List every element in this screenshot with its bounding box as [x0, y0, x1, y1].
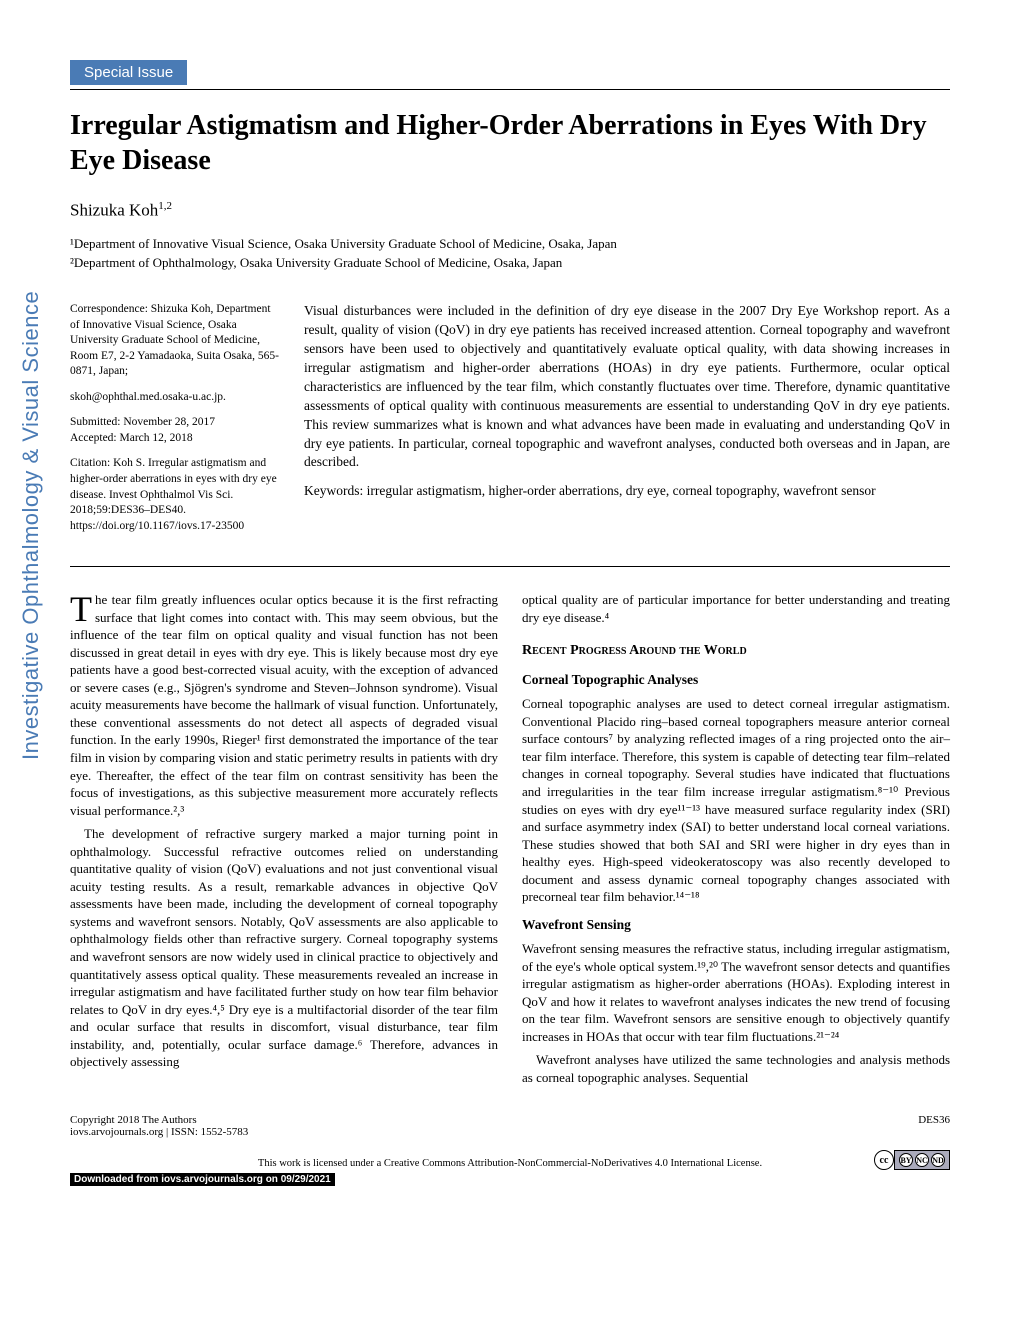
abstract-text: Visual disturbances were included in the…: [304, 302, 950, 472]
dropcap: T: [70, 591, 95, 625]
cc-terms-icon: BY NC ND: [894, 1150, 950, 1170]
download-note: Downloaded from iovs.arvojournals.org on…: [70, 1169, 950, 1187]
section-heading-1: Recent Progress Around the World: [522, 642, 950, 661]
author-sup: 1,2: [158, 200, 172, 212]
cc-badge: cc BY NC ND: [874, 1150, 950, 1170]
body-p5: Wavefront analyses have utilized the sam…: [522, 1051, 950, 1086]
body-columns: The tear film greatly influences ocular …: [70, 591, 950, 1086]
issn: iovs.arvojournals.org | ISSN: 1552-5783: [70, 1126, 248, 1138]
body-p3: Corneal topographic analyses are used to…: [522, 695, 950, 906]
cc-icon: cc: [874, 1150, 894, 1170]
article-title: Irregular Astigmatism and Higher-Order A…: [70, 108, 950, 178]
author-name: Shizuka Koh: [70, 201, 158, 220]
copyright: Copyright 2018 The Authors: [70, 1114, 248, 1126]
page-number: DES36: [918, 1114, 950, 1138]
subsection-heading-1: Corneal Topographic Analyses: [522, 671, 950, 689]
license-text: This work is licensed under a Creative C…: [258, 1158, 762, 1169]
nd-icon: ND: [931, 1153, 945, 1167]
body-p1-text: he tear film greatly influences ocular o…: [70, 592, 498, 818]
accepted-date: Accepted: March 12, 2018: [70, 432, 193, 444]
affiliation-2: ²Department of Ophthalmology, Osaka Univ…: [70, 254, 950, 273]
body-p1: The tear film greatly influences ocular …: [70, 591, 498, 819]
meta-row: Correspondence: Shizuka Koh, Department …: [70, 302, 950, 567]
meta-left: Correspondence: Shizuka Koh, Department …: [70, 302, 280, 544]
section-label: Special Issue: [70, 60, 187, 85]
journal-sidebar: Investigative Ophthalmology & Visual Sci…: [18, 291, 44, 760]
download-text: Downloaded from iovs.arvojournals.org on…: [70, 1173, 335, 1186]
page-footer: Copyright 2018 The Authors iovs.arvojour…: [70, 1114, 950, 1138]
body-p4: Wavefront sensing measures the refractiv…: [522, 940, 950, 1045]
header-rule: [70, 89, 950, 90]
nc-icon: NC: [915, 1153, 929, 1167]
citation: Citation: Koh S. Irregular astigmatism a…: [70, 456, 280, 534]
affiliations: ¹Department of Innovative Visual Science…: [70, 235, 950, 273]
submitted-date: Submitted: November 28, 2017: [70, 416, 215, 428]
keywords: Keywords: irregular astigmatism, higher-…: [304, 482, 950, 501]
body-p2: The development of refractive surgery ma…: [70, 825, 498, 1071]
footer-left: Copyright 2018 The Authors iovs.arvojour…: [70, 1114, 248, 1138]
body-p2b: optical quality are of particular import…: [522, 591, 950, 626]
correspondence: Correspondence: Shizuka Koh, Department …: [70, 302, 280, 380]
author-line: Shizuka Koh1,2: [70, 200, 950, 221]
correspondence-email: skoh@ophthal.med.osaka-u.ac.jp.: [70, 390, 280, 406]
abstract-block: Visual disturbances were included in the…: [304, 302, 950, 544]
affiliation-1: ¹Department of Innovative Visual Science…: [70, 235, 950, 254]
subsection-heading-2: Wavefront Sensing: [522, 916, 950, 934]
by-icon: BY: [899, 1153, 913, 1167]
license-row: This work is licensed under a Creative C…: [70, 1158, 950, 1169]
